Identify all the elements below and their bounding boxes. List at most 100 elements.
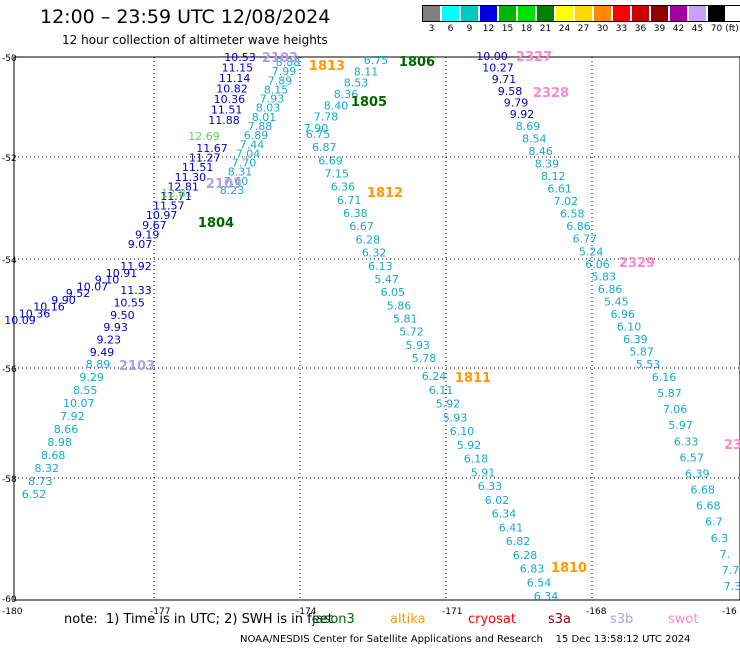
wave-height-value: 8.46 — [528, 145, 553, 158]
legend-label: 30 — [596, 24, 609, 34]
wave-height-value: 6.39 — [623, 333, 648, 346]
legend-swatch — [708, 6, 725, 21]
wave-height-value: 5.91 — [471, 466, 496, 479]
wave-height-value: 8.66 — [54, 423, 79, 436]
wave-height-value: 7. — [720, 548, 731, 561]
latitude-label: -50 — [2, 54, 17, 64]
legend-swatches — [422, 5, 740, 22]
satellite-label: jason3 — [312, 612, 355, 627]
pass-time-label: 1806 — [399, 55, 435, 70]
wave-height-value: 12.81 — [167, 180, 199, 193]
wave-height-value: 6.86 — [598, 283, 623, 296]
wave-height-value: 6.34 — [492, 508, 517, 521]
wave-height-value: 10.00 — [476, 50, 508, 63]
legend-swatch — [575, 6, 592, 21]
wave-height-value: 9.07 — [128, 238, 153, 251]
latitude-label: -60 — [2, 595, 17, 605]
wave-height-value: 6.75 — [364, 54, 389, 67]
legend-label: 3 — [428, 24, 435, 34]
wave-height-value: 6.52 — [22, 488, 47, 501]
wave-height-value: 9.71 — [492, 73, 517, 86]
wave-height-value: 11.71 — [160, 190, 192, 203]
wave-height-value: 7.7 — [722, 564, 740, 577]
legend-swatch — [651, 6, 668, 21]
wave-height-value: 8.68 — [41, 449, 66, 462]
wave-height-value: 7.70 — [232, 157, 257, 170]
wave-height-value: 8.01 — [252, 111, 277, 124]
wave-height-value: 6.61 — [547, 183, 572, 196]
wave-height-value: 11.14 — [219, 72, 251, 85]
wave-height-value: 6.68 — [696, 500, 721, 513]
legend-swatch — [537, 6, 554, 21]
legend-swatch — [518, 6, 535, 21]
wave-height-value: 7.60 — [224, 175, 249, 188]
wave-height-value: 7.06 — [663, 403, 688, 416]
satellite-label: altika — [390, 612, 426, 627]
wave-height-value: 11.33 — [120, 284, 152, 297]
wave-height-value: 6.06 — [585, 258, 610, 271]
map-title: 12:00 – 23:59 UTC 12/08/2024 — [40, 6, 331, 28]
wave-height-value: 11.67 — [196, 142, 228, 155]
pass-time-label: 2329 — [619, 256, 655, 271]
wave-height-value: 5.92 — [436, 398, 461, 411]
longitude-label: -180 — [2, 607, 23, 617]
wave-height-value: 9.50 — [110, 309, 135, 322]
legend-label: 15 — [501, 24, 514, 34]
wave-height-value: 8.88 — [276, 56, 301, 69]
wave-height-value: 6.02 — [485, 494, 510, 507]
wave-height-value: 6.57 — [679, 451, 704, 464]
legend-label: 42 — [672, 24, 685, 34]
wave-height-value: 12.69 — [188, 130, 220, 143]
legend-swatch — [556, 6, 573, 21]
pass-time-label: 1812 — [367, 186, 403, 201]
wave-height-value: 7.02 — [554, 195, 579, 208]
legend-swatch — [480, 6, 497, 21]
wave-height-value: 6.69 — [318, 154, 343, 167]
wave-height-value: 8.98 — [47, 436, 72, 449]
wave-height-value: 5.93 — [443, 411, 468, 424]
legend-label: 18 — [520, 24, 533, 34]
wave-height-value: 9.49 — [90, 346, 115, 359]
wave-height-value: 7.78 — [314, 111, 339, 124]
wave-height-value: 6.10 — [450, 425, 475, 438]
wave-height-value: 5.53 — [636, 358, 661, 371]
pass-time-label: 2103 — [119, 359, 155, 374]
legend-swatch — [423, 6, 440, 21]
wave-height-value: 9.92 — [510, 108, 535, 121]
longitude-label: -171 — [442, 607, 462, 617]
longitude-label: -177 — [150, 607, 170, 617]
wave-height-value: 8.15 — [264, 83, 289, 96]
latitude-label: -56 — [2, 365, 17, 375]
wave-height-value: 9.79 — [504, 96, 529, 109]
wave-height-value: 12.81 — [161, 187, 193, 200]
wave-height-value: 6.54 — [527, 576, 552, 589]
wave-height-value: 11.15 — [222, 62, 254, 75]
wave-height-value: 7.15 — [324, 168, 349, 181]
wave-height-value: 7.04 — [236, 147, 261, 160]
wave-height-value: 5.83 — [592, 270, 617, 283]
wave-height-value: 8.53 — [344, 77, 369, 90]
map-subtitle: 12 hour collection of altimeter wave hei… — [62, 33, 328, 47]
wave-height-value: 10.16 — [33, 301, 65, 314]
wave-height-value: 5.72 — [399, 326, 424, 339]
pass-time-label: 1805 — [351, 95, 387, 110]
wave-height-value: 6.11 — [429, 384, 454, 397]
satellite-label: cryosat — [468, 612, 516, 627]
footer-credit: NOAA/NESDIS Center for Satellite Applica… — [240, 634, 691, 645]
wave-height-value: 7.92 — [60, 410, 85, 423]
wave-height-value: 8.32 — [35, 462, 60, 475]
wave-height-value: 6.36 — [331, 181, 356, 194]
wave-height-value: 7.90 — [304, 122, 329, 135]
wave-height-value: 6.41 — [499, 521, 524, 534]
wave-height-value: 10.07 — [63, 397, 95, 410]
wave-height-value: 5.45 — [604, 295, 629, 308]
wave-height-value: 11.57 — [153, 200, 185, 213]
wave-height-value: 9.67 — [142, 219, 167, 232]
legend-label: 33 — [615, 24, 628, 34]
latitude-label: -54 — [2, 256, 17, 266]
satellite-legend: jason3 altika cryosat s3a s3b swot — [0, 612, 740, 628]
wave-height-value: 11.92 — [120, 260, 152, 273]
pass-time-label: 1810 — [551, 561, 587, 576]
wave-height-value: 7.44 — [240, 138, 265, 151]
